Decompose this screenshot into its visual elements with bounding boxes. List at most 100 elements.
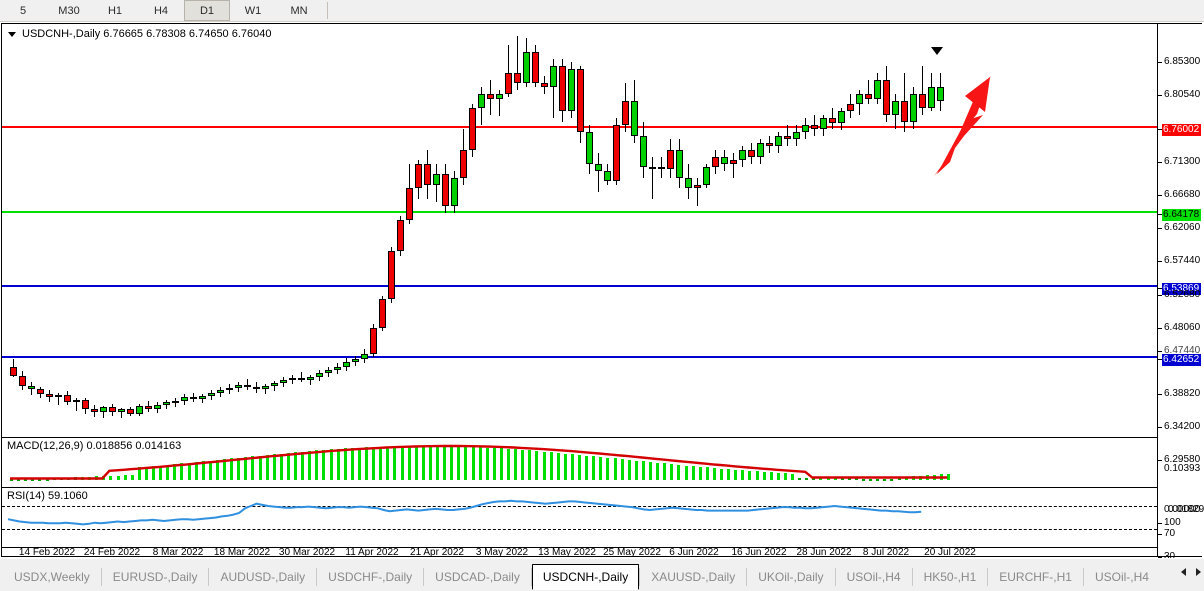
support-6.64178[interactable] xyxy=(2,211,1157,213)
macd-histogram-bar xyxy=(379,446,383,480)
macd-indicator-pane[interactable]: MACD(12,26,9) 0.018856 0.014163 xyxy=(2,437,1157,486)
candle-body xyxy=(901,100,908,122)
macd-histogram-bar xyxy=(301,451,305,480)
support-6.42652[interactable] xyxy=(2,356,1157,358)
candle-body xyxy=(658,167,665,170)
collapse-triangle-icon[interactable] xyxy=(8,31,16,37)
chart-tab-usoil-h4[interactable]: USOil-,H4 xyxy=(846,570,901,584)
candle-body xyxy=(280,380,287,383)
candle-body xyxy=(595,163,602,171)
price-label-6.80540: 6.80540 xyxy=(1164,89,1201,100)
chart-tab-usdx-weekly[interactable]: USDX,Weekly xyxy=(14,570,90,584)
macd-histogram-bar xyxy=(805,477,809,480)
rsi-scale-label-70: 70 xyxy=(1164,528,1176,539)
macd-histogram-bar xyxy=(741,470,745,480)
candle-body xyxy=(73,400,80,403)
price-label-6.42652: 6.42652 xyxy=(1162,354,1202,366)
macd-histogram-bar xyxy=(769,472,773,480)
candle-body xyxy=(883,79,890,115)
timeframe-mn[interactable]: MN xyxy=(290,4,308,17)
macd-histogram-bar xyxy=(478,447,482,480)
candle-body xyxy=(604,170,611,182)
chart-tab-usoil-h4[interactable]: USOil-,H4 xyxy=(1094,570,1149,584)
date-label: 20 Jul 2022 xyxy=(924,547,976,558)
chart-tab-usdcad-daily[interactable]: USDCAD-,Daily xyxy=(435,570,520,584)
candle-body xyxy=(10,366,17,376)
macd-scale-label: 0.00000 xyxy=(1164,504,1201,515)
candle-body xyxy=(523,51,530,84)
toolbar-separator xyxy=(327,2,328,19)
scroll-right-icon[interactable] xyxy=(1196,568,1201,576)
price-chart-pane[interactable]: USDCNH-,Daily 6.76665 6.78308 6.74650 6.… xyxy=(2,24,1157,436)
candle-body xyxy=(379,299,386,328)
timeframe-m30[interactable]: M30 xyxy=(58,4,80,17)
macd-histogram-bar xyxy=(152,466,155,480)
candle-body xyxy=(244,385,251,388)
tab-separator xyxy=(987,568,989,586)
chart-tab-usdcnh-daily[interactable]: USDCNH-,Daily xyxy=(531,564,640,590)
macd-histogram-bar xyxy=(592,456,596,480)
price-label-6.29580: 6.29580 xyxy=(1164,454,1201,465)
timeframe-h1[interactable]: H1 xyxy=(107,4,123,17)
price-tick xyxy=(1158,95,1162,96)
macd-histogram-bar xyxy=(698,466,702,480)
chart-tab-eurchf-h1[interactable]: EURCHF-,H1 xyxy=(999,570,1072,584)
rsi-tick xyxy=(1158,534,1162,535)
date-label: 14 Feb 2022 xyxy=(18,547,76,558)
chart-tab-audusd-daily[interactable]: AUDUSD-,Daily xyxy=(220,570,306,584)
chart-tab-xauusd-daily[interactable]: XAUUSD-,Daily xyxy=(651,570,736,584)
macd-histogram-bar xyxy=(201,461,205,480)
scroll-left-icon[interactable] xyxy=(1181,568,1186,576)
macd-histogram-bar xyxy=(336,448,340,480)
tab-scroll-controls[interactable] xyxy=(1181,568,1201,576)
timeframe-d1[interactable]: D1 xyxy=(184,0,230,21)
candle-body xyxy=(586,132,593,164)
candle-body xyxy=(442,174,449,206)
macd-histogram-bar xyxy=(691,466,695,480)
candle-body xyxy=(730,160,737,164)
candle-body xyxy=(298,378,305,381)
price-tick xyxy=(1158,394,1162,395)
macd-histogram-bar xyxy=(755,471,759,480)
timeframe-h4[interactable]: H4 xyxy=(153,4,169,17)
price-label-6.76002: 6.76002 xyxy=(1162,124,1202,136)
chart-window[interactable]: USDCNH-,Daily 6.76665 6.78308 6.74650 6.… xyxy=(1,23,1204,572)
chart-tab-hk50-h1[interactable]: HK50-,H1 xyxy=(923,570,977,584)
candle-body xyxy=(424,163,431,185)
date-label: 3 May 2022 xyxy=(475,547,529,558)
chart-tab-ukoil-daily[interactable]: UKOil-,Daily xyxy=(758,570,824,584)
macd-histogram-bar xyxy=(443,446,447,480)
macd-histogram-bar xyxy=(123,475,127,480)
timeframe-w1[interactable]: W1 xyxy=(244,4,262,17)
price-scale[interactable]: 6.85300 6.80540 6.76002 6.71300 6.66680 6.641… xyxy=(1157,24,1204,572)
date-axis: 14 Feb 2022 24 Feb 2022 8 Mar 2022 18 Mar 2… xyxy=(2,547,1157,558)
candle-body xyxy=(577,69,584,133)
candle-body xyxy=(406,188,413,220)
price-tick xyxy=(1158,328,1162,329)
macd-histogram-bar xyxy=(776,472,780,480)
macd-histogram-bar xyxy=(876,479,880,481)
macd-histogram-bar xyxy=(791,473,794,480)
chart-tab-eurusd-daily[interactable]: EURUSD-,Daily xyxy=(112,570,198,584)
macd-label: MACD(12,26,9) 0.018856 0.014163 xyxy=(7,440,182,452)
rsi-indicator-pane[interactable]: RSI(14) 59.1060 xyxy=(2,487,1157,548)
chart-tab-usdchf-daily[interactable]: USDCHF-,Daily xyxy=(328,570,413,584)
candle-body xyxy=(676,149,683,178)
macd-histogram-bar xyxy=(620,459,624,480)
macd-histogram-bar xyxy=(386,446,390,480)
candle-body xyxy=(703,167,710,185)
date-label: 21 Apr 2022 xyxy=(410,547,464,558)
macd-histogram-bar xyxy=(798,478,802,481)
price-label-6.53869: 6.53869 xyxy=(1162,283,1202,295)
candle-body xyxy=(415,163,422,189)
candle-body xyxy=(307,376,314,381)
candle-body xyxy=(793,132,800,140)
date-label: 18 Mar 2022 xyxy=(213,547,271,558)
price-tick xyxy=(1158,261,1162,262)
macd-histogram-bar xyxy=(365,447,368,480)
support-6.53869[interactable] xyxy=(2,285,1157,287)
macd-histogram-bar xyxy=(215,459,219,480)
timeframe-5[interactable]: 5 xyxy=(19,4,27,17)
macd-histogram-bar xyxy=(521,449,525,480)
candle-body xyxy=(460,149,467,178)
